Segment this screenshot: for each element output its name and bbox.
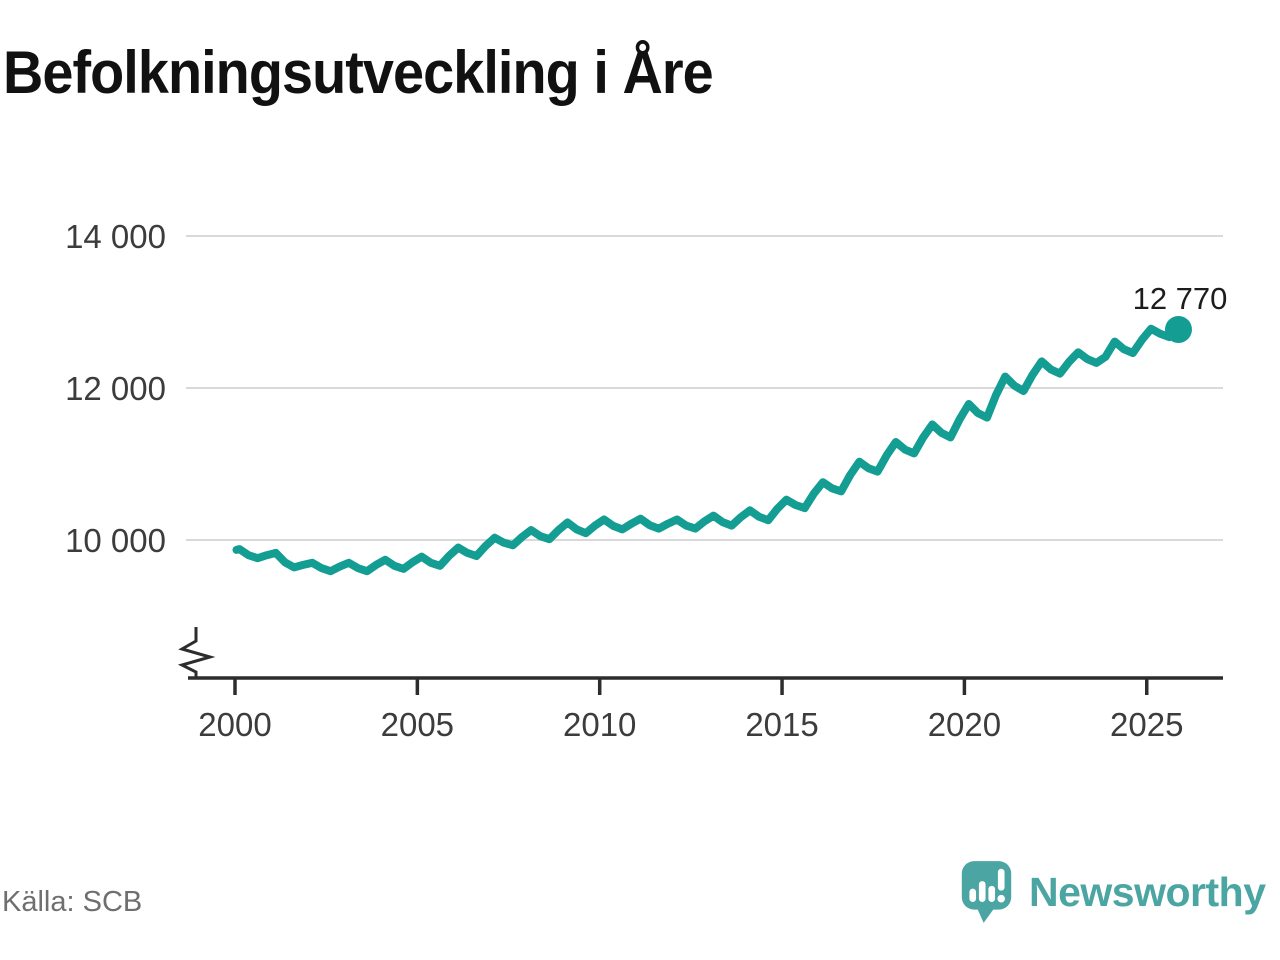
x-tick-label: 2010 [563,706,636,743]
x-tick-label: 2005 [381,706,454,743]
y-tick-label: 12 000 [65,370,166,407]
x-tick-label: 2000 [198,706,271,743]
x-tick-label: 2015 [745,706,818,743]
x-tick-label: 2020 [928,706,1001,743]
series-end-dot [1164,315,1192,343]
x-tick-label: 2025 [1110,706,1183,743]
axis-break-icon [177,627,216,678]
page-title: Befolkningsutveckling i Åre [3,39,714,106]
newsworthy-logo: Newsworthy [958,858,1266,926]
population-line [232,324,1183,576]
y-tick-label: 14 000 [65,218,166,255]
end-value-label: 12 770 [1132,281,1228,316]
newsworthy-icon [961,861,1012,923]
newsworthy-wordmark: Newsworthy [1029,868,1266,915]
source-label: Källa: SCB [2,886,143,918]
y-tick-label: 10 000 [65,522,166,559]
